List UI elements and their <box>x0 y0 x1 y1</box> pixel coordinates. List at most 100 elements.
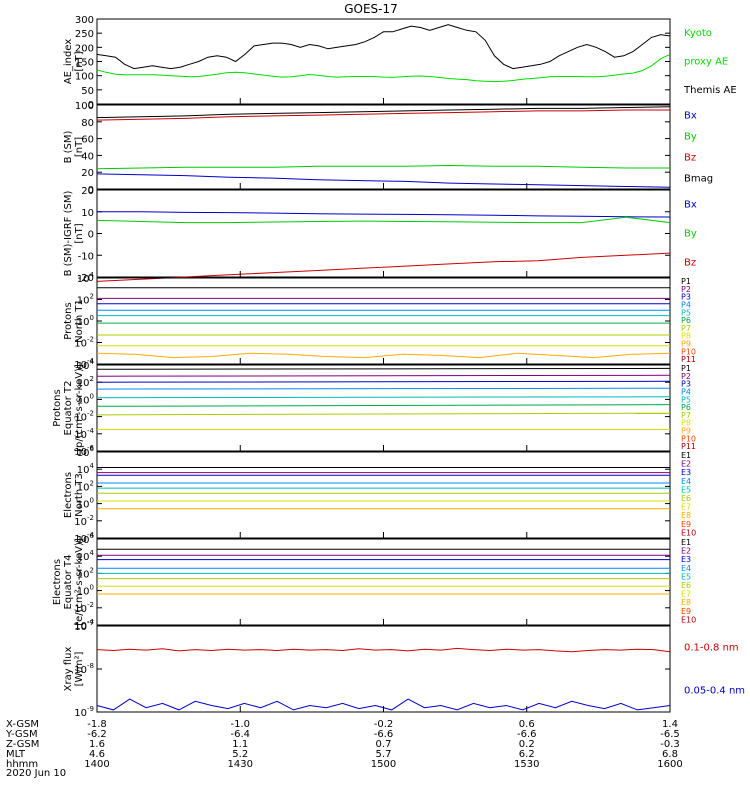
y-axis-label: [nT] <box>74 223 85 243</box>
y-tick-label: 100 <box>75 101 94 112</box>
tick-base: 10 <box>77 448 90 459</box>
y-tick-label: 60 <box>81 135 94 146</box>
tick-exponent: 0 <box>90 497 94 505</box>
y-axis-label: Xray flux <box>63 647 74 692</box>
tick-base: 10 <box>74 447 87 458</box>
y-tick-label: 106 <box>77 445 95 459</box>
ephemeris-value: 0.2 <box>519 739 535 750</box>
tick-base: 10 <box>77 361 90 372</box>
ephemeris-row-label: hhmm <box>6 759 38 770</box>
y-tick-label: 0 <box>88 185 94 196</box>
series-line-bz <box>96 252 671 282</box>
tick-exponent: 2 <box>90 293 94 301</box>
ephemeris-value: -6.2 <box>87 729 107 740</box>
tick-exponent: -4 <box>87 531 95 539</box>
y-tick-label: 200 <box>75 43 94 54</box>
tick-base: 10 <box>74 534 87 545</box>
tick-exponent: 2 <box>90 566 94 574</box>
legend-entry: P7 <box>681 324 691 333</box>
ephemeris-value: 1.1 <box>232 739 248 750</box>
ephemeris-value: 6.8 <box>662 749 678 760</box>
legend-entry: E9 <box>681 520 691 529</box>
series-line-p3 <box>96 380 671 383</box>
legend-entry: P10 <box>681 347 696 356</box>
tick-exponent: -2 <box>87 514 94 522</box>
y-tick-label: 100 <box>77 497 94 511</box>
legend-entry: Bz <box>684 258 696 269</box>
legend-entry: P5 <box>681 308 691 317</box>
tick-exponent: 4 <box>90 271 95 279</box>
ephemeris-value: -1.8 <box>87 719 107 730</box>
y-axis-label: AE_index <box>63 39 74 85</box>
series-line-p5 <box>96 396 671 399</box>
tick-base: 10 <box>77 317 90 328</box>
tick-exponent: -4 <box>87 618 95 626</box>
series-line-by <box>96 164 670 170</box>
tick-base: 10 <box>77 500 90 511</box>
legend-entry: E4 <box>681 477 691 486</box>
chart-title: GOES-17 <box>344 2 398 16</box>
series-line-p9 <box>96 352 671 359</box>
ephemeris-value: 5.2 <box>232 749 248 760</box>
series-line-p4 <box>96 387 671 390</box>
legend-entry: Bx <box>684 111 697 122</box>
tick-base: 10 <box>77 535 90 546</box>
ephemeris-value: 0.7 <box>376 739 392 750</box>
legend-entry: P4 <box>681 300 691 309</box>
series-line-p1 <box>96 367 671 370</box>
series-line-bx <box>97 211 671 218</box>
y-tick-label: 100 <box>75 72 94 83</box>
tick-exponent: -8 <box>87 662 94 670</box>
tick-exponent: 0 <box>90 584 94 592</box>
y-tick-label: 100 <box>77 584 94 598</box>
legend-entry: E6 <box>681 494 691 503</box>
y-tick-label: 102 <box>77 375 94 389</box>
y-tick-label: -10 <box>78 251 94 262</box>
legend-entry: P1 <box>681 364 691 373</box>
legend-entry: E7 <box>681 590 691 599</box>
panel-2: -20 -10 0 10 20 B (SM)-IGRF (SM) [nT] Bx By Bz <box>63 186 697 284</box>
legend-entry: E6 <box>681 581 691 590</box>
series-line-kyoto-proxy-ae <box>96 53 671 83</box>
tick-exponent: 4 <box>90 462 95 470</box>
y-tick-label: 104 <box>77 462 95 476</box>
legend-entry: P10 <box>681 434 696 443</box>
y-tick-label: 102 <box>77 566 94 580</box>
y-axis-label: Equator T4 <box>63 555 74 610</box>
ephemeris-value: -0.2 <box>374 719 394 730</box>
series-line-bz <box>96 109 670 121</box>
ephemeris-value: -0.3 <box>660 739 680 750</box>
tick-base: 10 <box>74 413 87 424</box>
legend-entry: Bx <box>684 200 697 211</box>
y-tick-label: 0 <box>88 230 94 241</box>
y-axis-label: Equator T2 <box>63 381 74 436</box>
series-line-by <box>96 216 671 224</box>
y-axis-label: Protons <box>52 389 63 426</box>
legend-entry: P9 <box>681 340 691 349</box>
legend-entry: P6 <box>681 403 691 412</box>
y-axis-label: [W/m²] <box>74 651 85 686</box>
y-tick-label: 80 <box>81 118 94 129</box>
tick-base: 10 <box>74 517 87 528</box>
ephemeris-value: 1600 <box>657 759 682 770</box>
y-tick-label: 10-4 <box>74 357 94 371</box>
ephemeris-row-label: X-GSM <box>6 719 39 730</box>
legend-entry: P3 <box>681 380 691 389</box>
legend-entry: P2 <box>681 372 691 381</box>
y-tick-label: 10-6 <box>74 444 94 458</box>
y-axis-label: [e/(cm²-s-sr-keV)] <box>74 538 85 626</box>
y-axis-label: [nT] <box>74 51 85 71</box>
ephemeris-value: 0.6 <box>519 719 535 730</box>
tick-base: 10 <box>77 587 90 598</box>
legend-entry: P6 <box>681 316 691 325</box>
tick-base: 10 <box>77 569 90 580</box>
panel-0: 0 50 100 150 200 250 300 AE_index [nT] Kyoto proxy… <box>63 15 737 111</box>
series-line-p6 <box>96 404 671 407</box>
legend-entry: P8 <box>681 419 691 428</box>
tick-base: 10 <box>74 708 87 719</box>
ephemeris-value: 5.7 <box>376 749 392 760</box>
y-tick-label: 10-2 <box>74 601 94 615</box>
